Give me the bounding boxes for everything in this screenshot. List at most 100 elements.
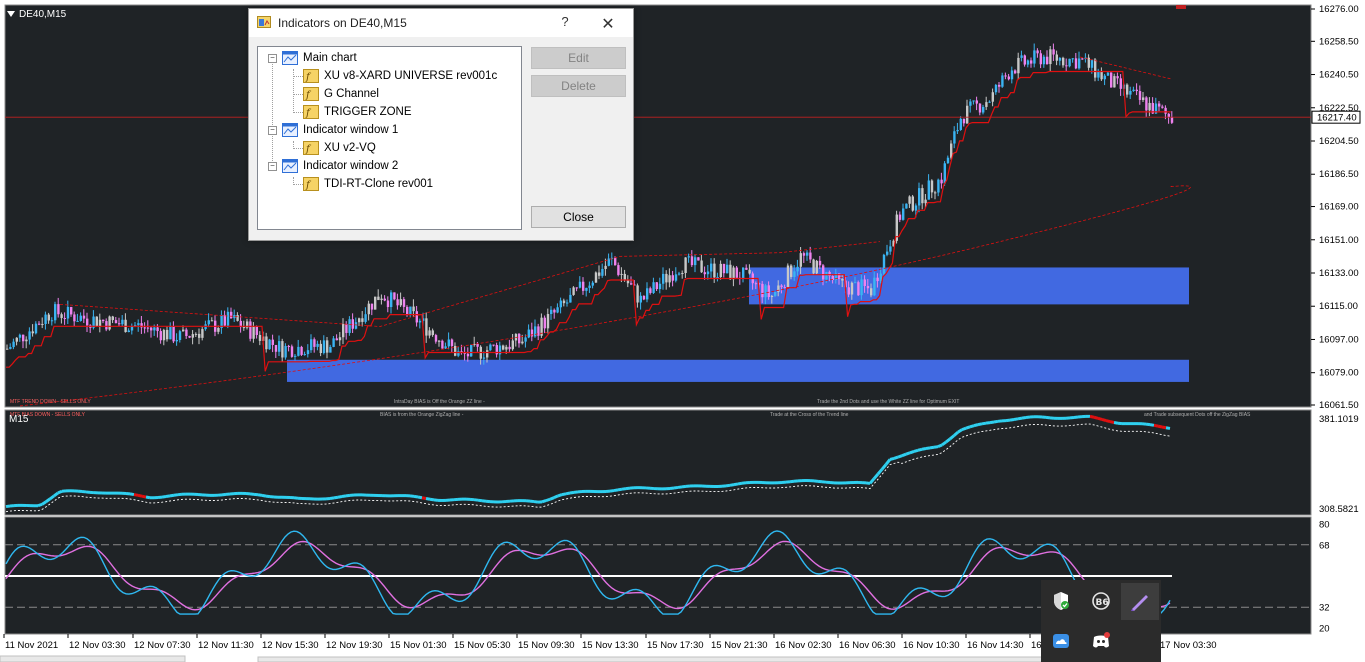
candle-body <box>790 265 793 277</box>
candle-body <box>886 251 889 255</box>
candle-body <box>1026 60 1030 65</box>
discord-icon[interactable] <box>1090 630 1112 652</box>
candle-body <box>838 273 841 280</box>
candle-body <box>697 257 700 261</box>
candle-body <box>447 339 450 347</box>
candle-body <box>156 327 159 332</box>
candle-body <box>786 265 790 288</box>
tree-node-indicator[interactable]: f TRIGGER ZONE <box>303 104 412 120</box>
candle-body <box>290 346 294 357</box>
candle-body <box>550 309 553 315</box>
vq-line-segment <box>609 489 615 493</box>
candle-body <box>310 339 313 351</box>
tree-connector <box>293 148 303 149</box>
candle-body <box>1062 57 1065 66</box>
vq-line-segment <box>553 494 559 500</box>
pen-app-icon[interactable] <box>1129 590 1151 612</box>
candle-body <box>847 287 850 295</box>
candle-body <box>710 263 713 272</box>
vq-line-segment <box>1017 416 1023 421</box>
candle-body <box>1004 75 1007 77</box>
candle-body <box>1074 58 1078 69</box>
candle-body <box>166 329 169 340</box>
bb-app-icon[interactable]: B6 <box>1090 590 1112 612</box>
candle-body <box>998 84 1001 87</box>
tree-connector <box>293 69 294 113</box>
candle-body <box>892 240 895 247</box>
candle-body <box>246 321 249 328</box>
candle-body <box>569 294 572 303</box>
tree-node-indicator-window-1[interactable]: Indicator window 1 <box>282 122 398 138</box>
candle-body <box>118 323 121 325</box>
window1-collapse-icon[interactable]: − <box>268 126 277 135</box>
delete-button[interactable]: Delete <box>531 75 626 97</box>
tree-node-main-chart[interactable]: Main chart <box>282 50 357 66</box>
candle-body <box>604 265 607 269</box>
close-button[interactable]: Close <box>531 206 626 228</box>
candle-body <box>1158 103 1161 107</box>
vq-line-segment <box>1153 423 1159 428</box>
candle-body <box>415 311 418 323</box>
candle-body <box>287 345 290 347</box>
vq-line-segment <box>1021 416 1027 420</box>
vq-line-segment <box>265 494 271 499</box>
tree-node-indicator[interactable]: f XU v8-XARD UNIVERSE rev001c <box>303 68 497 84</box>
candle-body <box>889 246 892 252</box>
candle-body <box>934 192 937 194</box>
tree-node-indicator[interactable]: f G Channel <box>303 86 379 102</box>
dialog-close-icon[interactable]: ✕ <box>601 16 615 33</box>
candle-body <box>694 257 697 266</box>
help-button[interactable]: ? <box>561 14 569 29</box>
main-chart-collapse-icon[interactable]: − <box>268 54 277 63</box>
candle-body <box>1164 107 1167 114</box>
candle-body <box>191 334 194 338</box>
candle-body <box>572 287 575 295</box>
indicator-tree[interactable]: − Main chart f XU v8-XARD UNIVERSE rev00… <box>257 46 522 230</box>
tree-connector <box>293 112 303 113</box>
chart-window-icon <box>282 159 298 173</box>
candle-body <box>303 354 306 356</box>
candle-body <box>950 143 953 158</box>
candle-body <box>857 282 860 296</box>
candle-body <box>898 214 902 220</box>
tree-node-indicator[interactable]: f XU v2-VQ <box>303 140 376 156</box>
candle-body <box>1129 90 1132 95</box>
tree-connector <box>272 61 273 167</box>
security-shield-icon[interactable] <box>1050 590 1072 612</box>
sub1-annotation-right: and Trade subsequent Dots off the ZigZag… <box>1144 412 1251 418</box>
candle-body <box>34 323 38 334</box>
vq-line-segment <box>945 437 951 444</box>
window2-collapse-icon[interactable]: − <box>268 162 277 171</box>
vq-line-segment <box>973 423 979 428</box>
dialog-titlebar[interactable]: Indicators on DE40,M15 ? ✕ <box>249 9 633 37</box>
candle-body <box>623 273 626 281</box>
tree-node-indicator-window-2[interactable]: Indicator window 2 <box>282 158 398 174</box>
candle-body <box>15 337 18 342</box>
candle-body <box>146 327 150 329</box>
candle-body <box>370 303 374 310</box>
vq-line-segment <box>133 493 139 497</box>
candle-body <box>1087 57 1090 68</box>
tree-node-indicator[interactable]: f TDI-RT-Clone rev001 <box>303 176 433 192</box>
vq-line-segment <box>917 447 923 452</box>
vq-line-segment <box>884 458 892 466</box>
edit-button[interactable]: Edit <box>531 47 626 69</box>
vq-line-segment <box>169 493 175 498</box>
vq-line-segment <box>909 450 915 455</box>
onedrive-icon[interactable] <box>1050 630 1072 652</box>
candle-body <box>194 333 198 335</box>
candle-body <box>223 314 226 326</box>
candle-body <box>566 302 569 304</box>
candle-body <box>802 253 806 256</box>
vq-line-segment <box>165 494 171 499</box>
symbol-menu-icon[interactable] <box>7 11 15 17</box>
candle-body <box>396 299 399 306</box>
candle-body <box>770 295 774 298</box>
vq-line-segment <box>872 473 880 480</box>
candle-body <box>399 299 402 306</box>
candle-body <box>44 314 47 324</box>
subwindow2-axis-label: 20 <box>1319 624 1330 635</box>
vq-line-segment <box>733 482 739 487</box>
